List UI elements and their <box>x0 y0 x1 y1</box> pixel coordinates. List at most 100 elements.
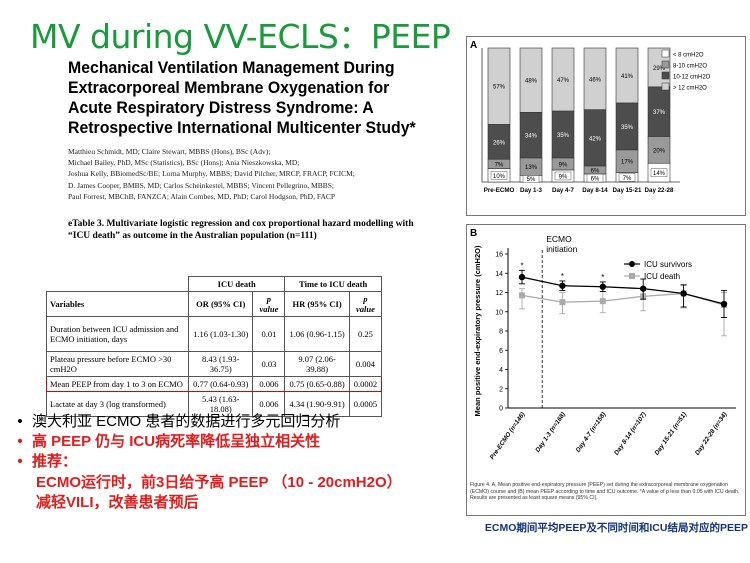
x-tick-label: Day 8-14 <box>582 187 608 194</box>
author-line: Michael Bailey, PhD, MSc (Statistics), B… <box>68 158 300 168</box>
y-tick-label: 4 <box>499 367 503 374</box>
figure-caption-wrap: Figure 4. A, Mean positive end-expirator… <box>470 482 740 501</box>
legend-label: ICU death <box>644 272 680 281</box>
bar-data-label: 9% <box>559 162 568 168</box>
figure-caption: Figure 4. A, Mean positive end-expirator… <box>470 482 740 501</box>
table-cell: 1.16 (1.03-1.30) <box>187 316 254 352</box>
bar-segment <box>487 47 511 125</box>
x-tick-label: Day 4-7 <box>552 187 575 194</box>
bar-segment <box>551 47 575 112</box>
legend-swatch <box>661 49 670 58</box>
table-row: Plateau pressure before ECMO >30 cmH2O 8… <box>46 351 383 377</box>
y-tick-label: 10 <box>495 309 503 316</box>
bar-data-label: 9% <box>559 174 568 180</box>
bullet-text: 推荐： <box>32 453 78 470</box>
legend-marker <box>629 261 635 267</box>
legend-label: ICU survivors <box>644 260 692 269</box>
data-point <box>599 283 606 290</box>
annotation-label: initiation <box>546 244 577 254</box>
x-tick-label: Day 15-21 <box>613 187 642 194</box>
y-tick-label: 14 <box>495 271 503 278</box>
column-header: p value <box>348 291 383 317</box>
bullet-item: • 高 PEEP 仍与 ICU病死率降低呈独立相关性 <box>8 432 448 452</box>
bar-data-label: 29% <box>653 66 666 72</box>
etable-caption: eTable 3. Multivariate logistic regressi… <box>68 219 414 241</box>
data-point <box>599 298 606 305</box>
y-tick-label: 12 <box>495 290 503 297</box>
bullet-dot: • <box>17 413 23 430</box>
bar-data-label: 17% <box>621 160 634 166</box>
bar-segment <box>519 47 543 113</box>
recommendation-line: 减轻VILI，改善患者预后 <box>36 494 199 511</box>
panel-a-plot: 10% 7% 26% 57% Pre-ECMO 5% 13% 34% 48% Day 1-3 9% 9… <box>481 47 711 194</box>
slide-title: MV during VV-ECLS：PEEP <box>30 17 451 56</box>
table-cell: 9.07 (2.06-39.88) <box>284 351 350 377</box>
bar-data-label: 57% <box>493 85 506 91</box>
panel-b-label: B <box>470 228 477 239</box>
table-row-highlighted: Mean PEEP from day 1 to 3 on ECMO 0.77 (… <box>46 376 383 392</box>
bullet-dot: • <box>17 453 23 470</box>
table-cell: 0.0002 <box>348 376 383 392</box>
series-line <box>521 276 725 305</box>
bullet-item: • 澳大利亚 ECMO 患者的数据进行多元回归分析 <box>8 412 448 432</box>
bar-data-label: 7% <box>623 176 632 182</box>
data-point <box>640 285 647 292</box>
legend-swatch <box>661 82 670 91</box>
bar-data-label: 14% <box>653 171 666 177</box>
bullet-dot: • <box>17 433 23 450</box>
bar-label-box <box>490 171 508 180</box>
group-header-icu-death: ICU death <box>187 276 286 292</box>
table-cell: 1.06 (0.96-1.15) <box>284 316 350 352</box>
table-cell: 5.43 (1.63-18.08) <box>187 391 254 417</box>
bar-data-label: 41% <box>621 74 634 80</box>
chart-panel-a: A 10% 7% 26% 57% Pre-ECMO 5% 13% 34% 48% Day 1-3 9… <box>466 36 746 216</box>
bar-data-label: 26% <box>493 140 506 146</box>
author-line: Joshua Kelly, BBiomedSc/BE; Lorna Murphy… <box>68 169 355 179</box>
bar-data-label: 6% <box>591 168 600 174</box>
bar-label-box <box>618 173 636 182</box>
table-cell: 8.43 (1.93-36.75) <box>187 351 254 377</box>
chart-panel-b: B 0 2 4 6 8 10 12 14 16 Mean positive end-expirat… <box>466 224 746 516</box>
bar-data-label: 42% <box>589 136 602 142</box>
bullet-item: • 推荐： <box>8 452 448 472</box>
bar-data-label: 20% <box>653 148 666 154</box>
bar-data-label: 46% <box>589 77 602 83</box>
y-tick-label: 16 <box>495 252 503 259</box>
legend-marker <box>629 273 635 279</box>
bar-label-box <box>650 168 668 177</box>
y-axis-label: Mean positive end-expiratory pressure (c… <box>473 245 482 416</box>
significance-marker: * <box>601 273 604 282</box>
panel-a-label: A <box>470 40 477 51</box>
table-row: Lactate at day 3 (log transformed) 5.43 … <box>46 391 383 417</box>
bar-data-label: 37% <box>653 110 666 116</box>
panel-b-border <box>466 224 746 516</box>
table-cell: Duration between ICU admission and ECMO … <box>46 316 189 352</box>
table-header-row: Variables OR (95% CI) p value HR (95% CI… <box>46 291 383 317</box>
paper-title: Mechanical Ventilation Management During… <box>68 59 416 137</box>
y-tick-label: 8 <box>499 329 503 336</box>
table-cell: 0.77 (0.64-0.93) <box>187 376 254 392</box>
data-point <box>559 282 566 289</box>
table-group-header-row: ICU death Time to ICU death <box>46 276 382 292</box>
table-cell: Plateau pressure before ECMO >30 cmH2O <box>46 351 189 377</box>
data-point <box>559 299 566 306</box>
recommendation-line: ECMO运行时，前3日给予高 PEEP （10 - 20cmH2O） <box>36 474 402 491</box>
significance-marker: * <box>561 272 564 281</box>
regression-table: ICU death Time to ICU death Variables OR… <box>46 276 383 417</box>
table-cell: Lactate at day 3 (log transformed) <box>46 391 189 417</box>
annotation-label: ECMO <box>546 234 572 244</box>
data-point <box>680 290 687 297</box>
table-cell: 0.004 <box>348 351 383 377</box>
table-row: Duration between ICU admission and ECMO … <box>46 316 383 352</box>
bar-data-label: 34% <box>525 134 538 140</box>
legend-swatch <box>661 71 670 80</box>
bar-data-label: 6% <box>591 176 600 182</box>
author-line: D. James Cooper, BMBS, MD; Carlos Schein… <box>68 180 334 190</box>
author-list: Matthieu Schmidt, MD; Claire Stewart, MB… <box>68 146 458 202</box>
bar-data-label: 5% <box>527 177 536 183</box>
table-corner <box>46 276 189 292</box>
table-cell: 4.34 (1.90-9.91) <box>284 391 350 417</box>
column-header: HR (95% CI) <box>284 291 350 317</box>
bullet-text: 澳大利亚 ECMO 患者的数据进行多元回归分析 <box>32 413 341 430</box>
table-cell: 0.01 <box>252 316 286 352</box>
